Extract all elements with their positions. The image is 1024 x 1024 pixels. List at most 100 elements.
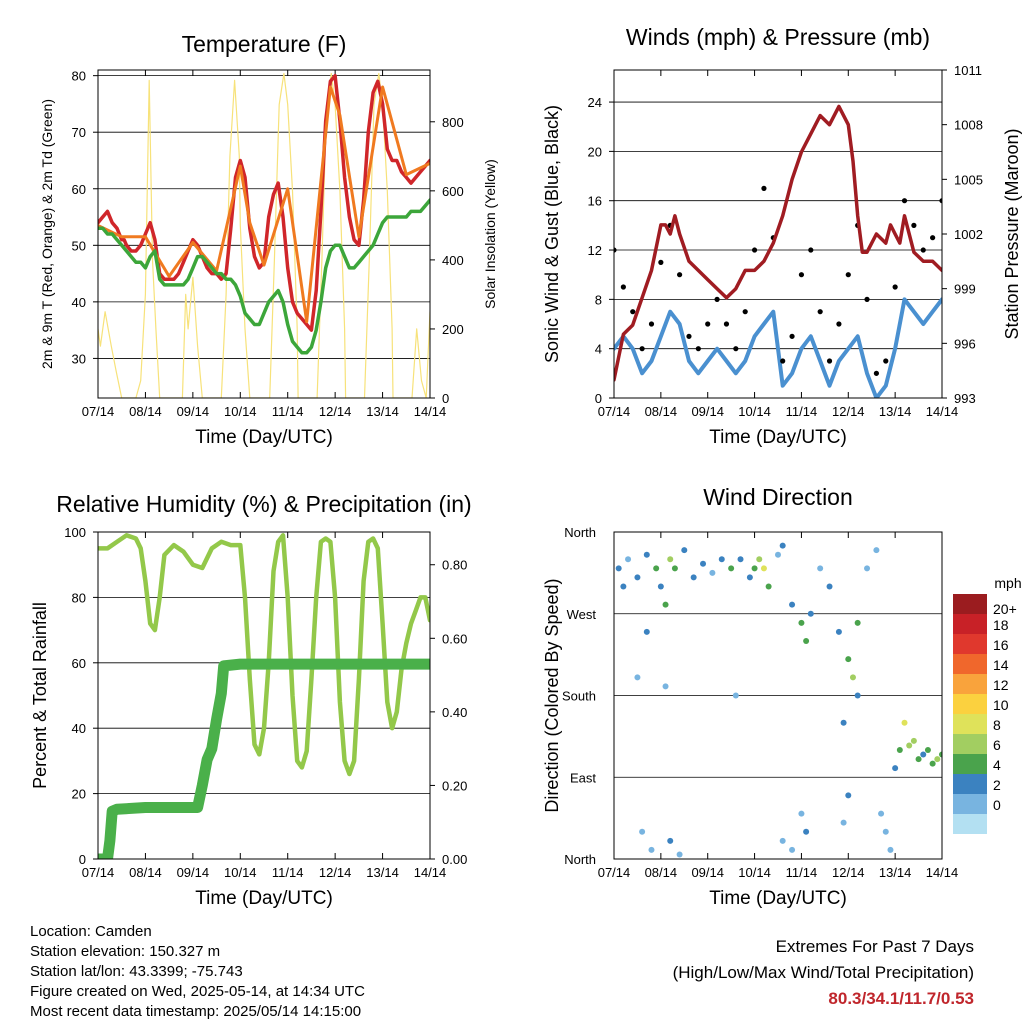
plot-area: [98, 72, 430, 398]
x-tick-label: 11/14: [272, 865, 304, 880]
x-tick-label: 09/14: [177, 404, 210, 419]
legend-swatch: [953, 594, 987, 614]
direction-point: [849, 674, 856, 681]
legend-swatch: [953, 774, 987, 794]
y-tick-label: 20: [588, 144, 602, 159]
x-tick-label: 07/14: [82, 404, 115, 419]
y2-axis-label: Solar Insolation (Yellow): [482, 159, 498, 309]
x-tick-label: 08/14: [645, 865, 678, 880]
chart-title: Winds (mph) & Pressure (mb): [626, 24, 930, 50]
legend-label: 18: [993, 617, 1009, 633]
y2-tick-label: 999: [954, 282, 976, 297]
direction-point: [803, 638, 810, 644]
gust-point: [630, 309, 636, 315]
x-tick-label: 10/14: [738, 404, 771, 419]
y-tick-label: North: [564, 852, 596, 867]
panel-1: Temperature (F) 07/14 08/14 09/14 10/14 11/14…: [39, 31, 498, 448]
direction-point: [625, 556, 632, 563]
2m-t-line: [98, 73, 430, 332]
x-tick-label: 11/14: [786, 865, 818, 880]
plot-frame: [613, 69, 943, 399]
panel-3: Relative Humidity (%) & Precipitation (i…: [30, 491, 472, 909]
y-tick-label: West: [567, 607, 597, 622]
direction-point: [892, 765, 899, 772]
y2-tick-label: 0.60: [442, 631, 467, 646]
legend-swatch: [953, 714, 987, 734]
gust-point: [723, 321, 730, 327]
direction-point: [765, 583, 772, 590]
legend-swatch: [953, 734, 987, 754]
direction-point: [878, 810, 885, 817]
direction-point: [789, 601, 796, 608]
2m-td-line: [98, 198, 430, 355]
recent-text: Most recent data timestamp: 2025/05/14 1…: [30, 1003, 362, 1020]
direction-point: [929, 760, 936, 767]
relative-humidity-line: [98, 533, 430, 777]
gust-point: [836, 321, 842, 327]
gust-point: [939, 198, 942, 204]
panel-4: Wind Direction 07/14 08/14 09/14 10/14 11/14 1…: [542, 484, 1022, 909]
direction-point: [732, 692, 739, 699]
y2-tick-label: 1005: [954, 172, 983, 187]
x-tick-label: 12/14: [319, 404, 352, 419]
x-axis-label: Time (Day/UTC): [195, 888, 333, 909]
extremes-title: Extremes For Past 7 Days: [775, 937, 974, 956]
direction-point: [662, 683, 669, 690]
gust-point: [705, 321, 711, 327]
x-tick-label: 08/14: [129, 404, 162, 419]
legend-label: 8: [993, 717, 1001, 733]
plot-frame: [613, 531, 943, 860]
x-tick-label: 10/14: [224, 865, 257, 880]
plot-frame: [97, 531, 431, 860]
direction-point: [807, 610, 814, 617]
gust-point: [930, 235, 936, 241]
y-tick-label: East: [570, 770, 596, 785]
legend-title: mph: [994, 575, 1021, 591]
y-tick-label: 0: [79, 852, 86, 867]
y-axis-label: Percent & Total Rainfall: [30, 602, 50, 789]
direction-point: [681, 547, 688, 554]
direction-point: [657, 583, 664, 590]
location-text: Location: Camden: [30, 923, 152, 940]
gust-point: [658, 259, 664, 265]
direction-point: [882, 828, 889, 835]
direction-point: [700, 560, 707, 567]
x-axis-label: Time (Day/UTC): [709, 888, 847, 909]
9m-t-line: [98, 85, 430, 324]
direction-point: [620, 583, 627, 590]
y-tick-label: 60: [72, 182, 86, 197]
y2-tick-label: 0.20: [442, 778, 467, 793]
x-tick-label: 07/14: [82, 865, 115, 880]
chart-title: Wind Direction: [703, 484, 853, 510]
y-tick-label: 100: [64, 525, 86, 540]
plot-area: [98, 533, 430, 859]
direction-point: [718, 556, 725, 563]
direction-point: [662, 601, 669, 608]
gust-point: [864, 296, 870, 302]
direction-point: [760, 565, 767, 572]
legend-label: 10: [993, 697, 1009, 713]
legend-swatch: [953, 634, 987, 654]
solar-insolation-line: [98, 72, 430, 398]
direction-point: [887, 846, 894, 853]
y-tick-label: 20: [72, 787, 86, 802]
station-pressure-line: [614, 104, 942, 382]
gust-point: [686, 333, 692, 339]
x-tick-label: 13/14: [879, 404, 912, 419]
x-axis-label: Time (Day/UTC): [709, 427, 847, 448]
gust-point: [620, 284, 626, 290]
total-precipitation-line: [98, 658, 430, 859]
created-text: Figure created on Wed, 2025-05-14, at 14…: [30, 983, 365, 1000]
direction-point: [643, 628, 650, 635]
y-tick-label: 40: [72, 721, 86, 736]
chart-title: Relative Humidity (%) & Precipitation (i…: [56, 491, 471, 517]
chart-title: Temperature (F): [182, 31, 347, 57]
gust-point: [677, 272, 683, 278]
direction-point: [906, 742, 913, 749]
y2-tick-label: 800: [442, 115, 464, 130]
legend-label: 6: [993, 737, 1001, 753]
extremes-subtitle: (High/Low/Max Wind/Total Precipitation): [672, 963, 974, 982]
legend-swatch: [953, 654, 987, 674]
direction-point: [826, 583, 833, 590]
x-axis-label: Time (Day/UTC): [195, 427, 333, 448]
